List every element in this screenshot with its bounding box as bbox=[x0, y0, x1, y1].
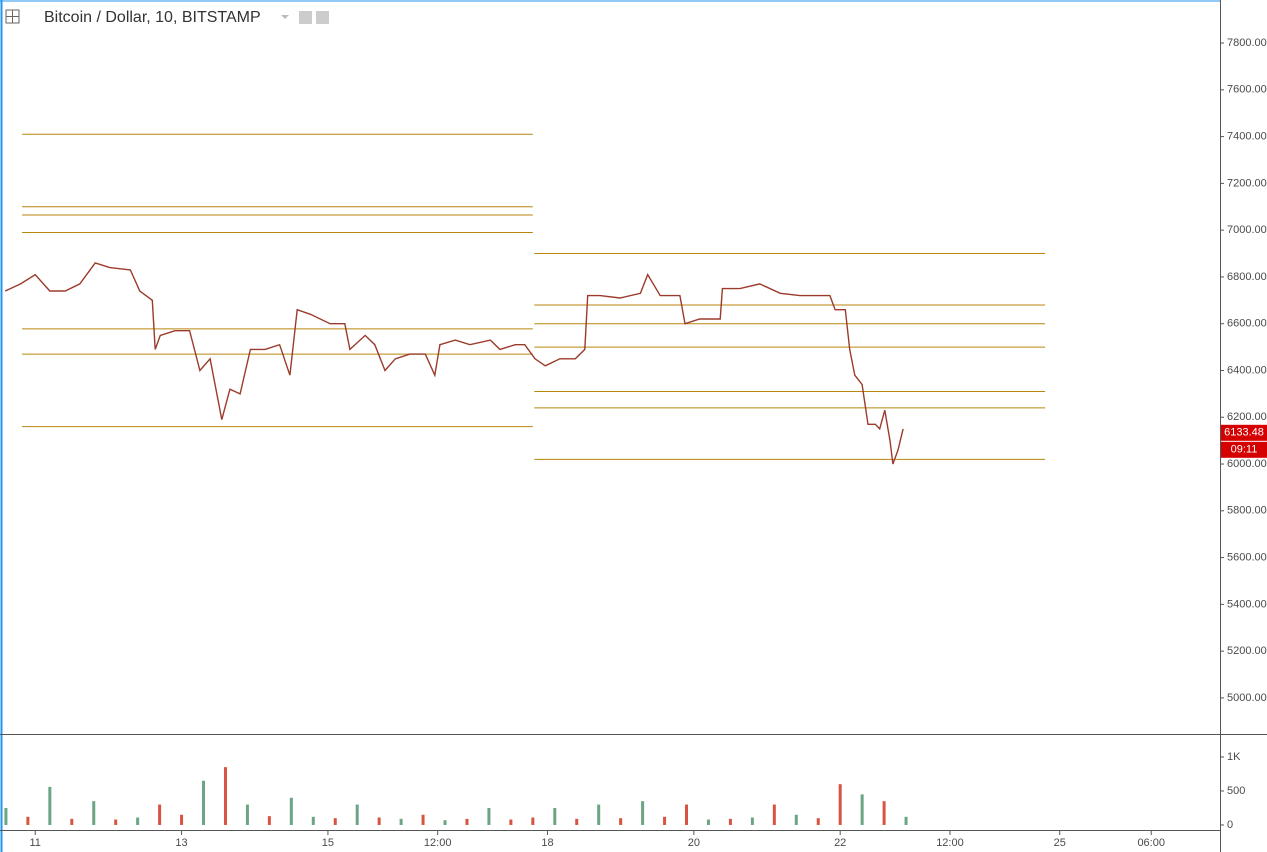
volume-bar bbox=[619, 818, 623, 825]
volume-bar bbox=[663, 816, 667, 825]
volume-bar bbox=[421, 814, 425, 825]
y-tick-label: 7400.00 bbox=[1227, 130, 1267, 142]
volume-bar bbox=[377, 817, 381, 825]
dropdown-icon[interactable] bbox=[281, 15, 289, 19]
y-tick-label: 6200.00 bbox=[1227, 411, 1267, 423]
volume-bar bbox=[487, 807, 491, 825]
countdown-box bbox=[1221, 441, 1267, 458]
y-tick-label: 7800.00 bbox=[1227, 37, 1267, 49]
price-line bbox=[4, 262, 904, 465]
y-tick-label: 1K bbox=[1227, 751, 1241, 763]
volume-bar bbox=[136, 817, 140, 825]
volume-bar bbox=[904, 816, 908, 825]
volume-bar bbox=[333, 818, 337, 825]
volume-bar bbox=[399, 818, 403, 825]
y-tick-label: 5400.00 bbox=[1227, 598, 1267, 610]
volume-bar bbox=[92, 801, 96, 825]
volume-bar bbox=[267, 816, 271, 825]
volume-bar bbox=[531, 817, 535, 825]
volume-bar bbox=[685, 804, 689, 825]
volume-bar bbox=[223, 767, 227, 825]
volume-bar bbox=[750, 817, 754, 825]
volume-bar bbox=[509, 819, 513, 825]
volume-bar bbox=[816, 818, 820, 825]
volume-bar bbox=[26, 816, 30, 825]
close-icon[interactable] bbox=[316, 11, 329, 24]
y-tick-label: 6400.00 bbox=[1227, 364, 1267, 376]
x-tick-label: 11 bbox=[29, 837, 40, 849]
volume-bar bbox=[70, 818, 74, 825]
volume-bar bbox=[48, 786, 52, 825]
countdown-label: 09:11 bbox=[1231, 444, 1258, 456]
volume-bar bbox=[158, 804, 162, 825]
y-tick-label: 0 bbox=[1227, 819, 1233, 831]
y-tick-label: 7600.00 bbox=[1227, 84, 1267, 96]
x-tick-label: 13 bbox=[175, 837, 187, 849]
volume-bar bbox=[465, 818, 469, 825]
x-tick-label: 25 bbox=[1054, 837, 1066, 849]
volume-bar bbox=[4, 807, 8, 825]
volume-bar bbox=[772, 804, 776, 825]
volume-bar bbox=[641, 801, 645, 825]
volume-bar bbox=[838, 784, 842, 825]
volume-bar bbox=[443, 820, 447, 825]
chart-title: Bitcoin / Dollar, 10, BITSTAMP bbox=[44, 9, 261, 26]
y-tick-label: 6800.00 bbox=[1227, 271, 1267, 283]
volume-bar bbox=[114, 819, 118, 825]
x-tick-label: 12:00 bbox=[424, 837, 452, 849]
x-tick-label: 12:00 bbox=[936, 837, 964, 849]
settings-icon[interactable] bbox=[299, 11, 312, 24]
volume-bar bbox=[289, 797, 293, 825]
x-tick-label: 20 bbox=[688, 837, 700, 849]
volume-bar bbox=[311, 816, 315, 825]
x-tick-label: 15 bbox=[322, 837, 334, 849]
y-tick-label: 5000.00 bbox=[1227, 692, 1267, 704]
y-tick-label: 6600.00 bbox=[1227, 318, 1267, 330]
last-price-label: 6133.48 bbox=[1224, 427, 1264, 439]
volume-bar bbox=[180, 814, 184, 825]
y-tick-label: 7000.00 bbox=[1227, 224, 1267, 236]
y-tick-label: 5800.00 bbox=[1227, 505, 1267, 517]
y-tick-label: 6000.00 bbox=[1227, 458, 1267, 470]
volume-bar bbox=[597, 804, 601, 825]
volume-bar bbox=[575, 818, 579, 825]
y-tick-label: 5200.00 bbox=[1227, 645, 1267, 657]
x-tick-label: 18 bbox=[541, 837, 553, 849]
last-price-box bbox=[1221, 424, 1267, 441]
x-tick-label: 06:00 bbox=[1137, 837, 1165, 849]
y-tick-label: 500 bbox=[1227, 785, 1245, 797]
y-tick-label: 5600.00 bbox=[1227, 551, 1267, 563]
volume-bar bbox=[245, 804, 249, 825]
volume-bar bbox=[860, 794, 864, 825]
volume-bar bbox=[794, 814, 798, 825]
y-tick-label: 7200.00 bbox=[1227, 177, 1267, 189]
volume-bar bbox=[882, 801, 886, 825]
x-tick-label: 22 bbox=[834, 837, 846, 849]
volume-bar bbox=[706, 819, 710, 825]
volume-bar bbox=[202, 780, 206, 825]
volume-bar bbox=[355, 804, 359, 825]
volume-bar bbox=[553, 807, 557, 825]
volume-bar bbox=[728, 818, 732, 825]
